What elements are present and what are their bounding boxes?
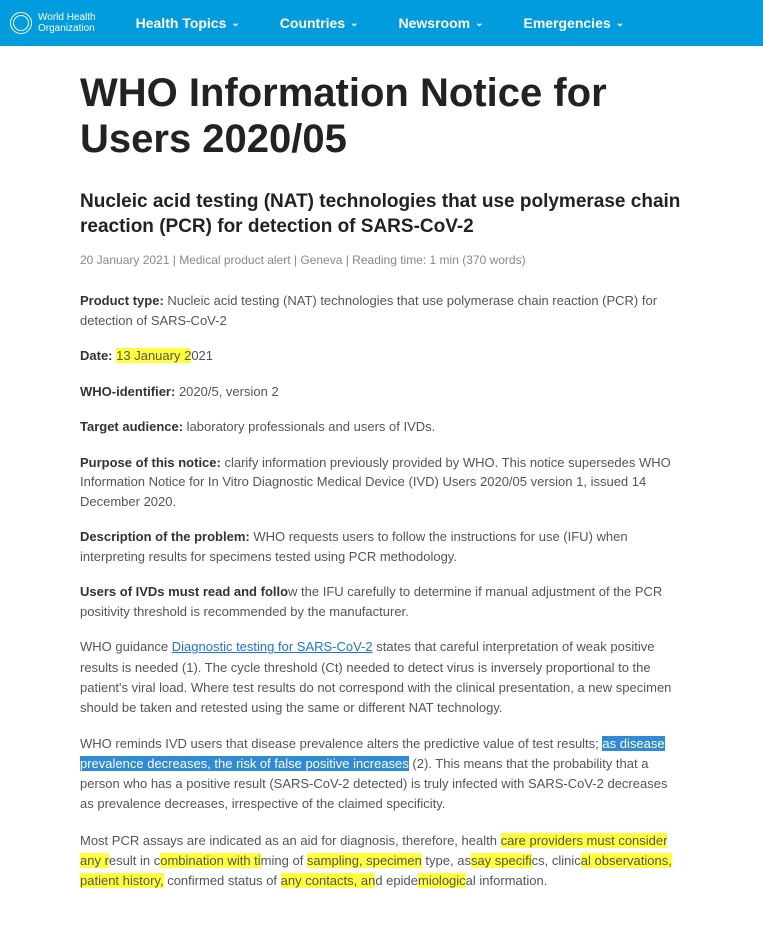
nav-newsroom[interactable]: Newsroom ⌄ — [399, 15, 484, 31]
text-run: d epide — [375, 873, 418, 888]
chevron-down-icon: ⌄ — [350, 18, 358, 29]
nav-label: Emergencies — [523, 15, 610, 31]
nav-label: Countries — [280, 15, 345, 31]
article-content: WHO Information Notice for Users 2020/05… — [0, 46, 763, 947]
text-run: cs, clinic — [532, 853, 581, 868]
text-run: esult in c — [109, 853, 160, 868]
field-value: 021 — [191, 348, 213, 363]
paragraph-reminds: WHO reminds IVD users that disease preva… — [80, 734, 683, 815]
field-label: WHO-identifier: — [80, 384, 175, 399]
text-run: confirmed status of — [164, 873, 281, 888]
who-logo[interactable]: World Health Organization — [10, 12, 96, 34]
field-label: Users of IVDs must read and follo — [80, 584, 288, 599]
nav-label: Health Topics — [136, 15, 227, 31]
chevron-down-icon: ⌄ — [616, 18, 624, 29]
field-label: Purpose of this notice: — [80, 455, 221, 470]
chevron-down-icon: ⌄ — [475, 18, 483, 29]
highlighted-text: any contacts, an — [281, 873, 376, 888]
text-run: WHO guidance — [80, 639, 172, 654]
field-date: Date: 13 January 2021 — [80, 346, 683, 366]
field-description: Description of the problem: WHO requests… — [80, 527, 683, 566]
field-product-type: Product type: Nucleic acid testing (NAT)… — [80, 291, 683, 330]
highlighted-text: miologic — [418, 873, 466, 888]
page-title: WHO Information Notice for Users 2020/05 — [80, 70, 683, 162]
field-label: Date: — [80, 348, 113, 363]
article-meta: 20 January 2021 | Medical product alert … — [80, 253, 683, 267]
page-subtitle: Nucleic acid testing (NAT) technologies … — [80, 190, 683, 239]
field-ivd-users: Users of IVDs must read and follow the I… — [80, 582, 683, 621]
field-purpose: Purpose of this notice: clarify informat… — [80, 453, 683, 512]
text-run: WHO reminds IVD users that disease preva… — [80, 736, 602, 751]
highlighted-text: ombination with ti — [160, 853, 260, 868]
text-run: Most PCR assays are indicated as an aid … — [80, 833, 501, 848]
nav-countries[interactable]: Countries ⌄ — [280, 15, 359, 31]
field-label: Description of the problem: — [80, 529, 250, 544]
field-value: 2020/5, version 2 — [175, 384, 278, 399]
field-label: Target audience: — [80, 419, 183, 434]
paragraph-pcr: Most PCR assays are indicated as an aid … — [80, 831, 683, 891]
nav-label: Newsroom — [399, 15, 471, 31]
field-value: laboratory professionals and users of IV… — [183, 419, 435, 434]
chevron-down-icon: ⌄ — [231, 18, 239, 29]
field-who-identifier: WHO-identifier: 2020/5, version 2 — [80, 382, 683, 402]
who-logo-icon — [10, 12, 32, 34]
highlighted-text: sampling, specimen — [307, 853, 422, 868]
nav-emergencies[interactable]: Emergencies ⌄ — [523, 15, 624, 31]
field-label: Product type: — [80, 293, 164, 308]
who-logo-text: World Health Organization — [38, 12, 96, 34]
top-navigation: World Health Organization Health Topics … — [0, 0, 763, 46]
text-run: al information. — [466, 873, 548, 888]
highlighted-text: 13 January 2 — [116, 348, 191, 363]
paragraph-guidance: WHO guidance Diagnostic testing for SARS… — [80, 637, 683, 718]
diagnostic-testing-link[interactable]: Diagnostic testing for SARS-CoV-2 — [172, 639, 373, 654]
field-target-audience: Target audience: laboratory professional… — [80, 417, 683, 437]
text-run: ming of — [261, 853, 307, 868]
nav-health-topics[interactable]: Health Topics ⌄ — [136, 15, 240, 31]
logo-line-2: Organization — [38, 23, 96, 34]
field-value: Nucleic acid testing (NAT) technologies … — [80, 293, 657, 328]
logo-line-1: World Health — [38, 12, 96, 23]
text-run: type, as — [422, 853, 471, 868]
highlighted-text: say specifi — [471, 853, 532, 868]
